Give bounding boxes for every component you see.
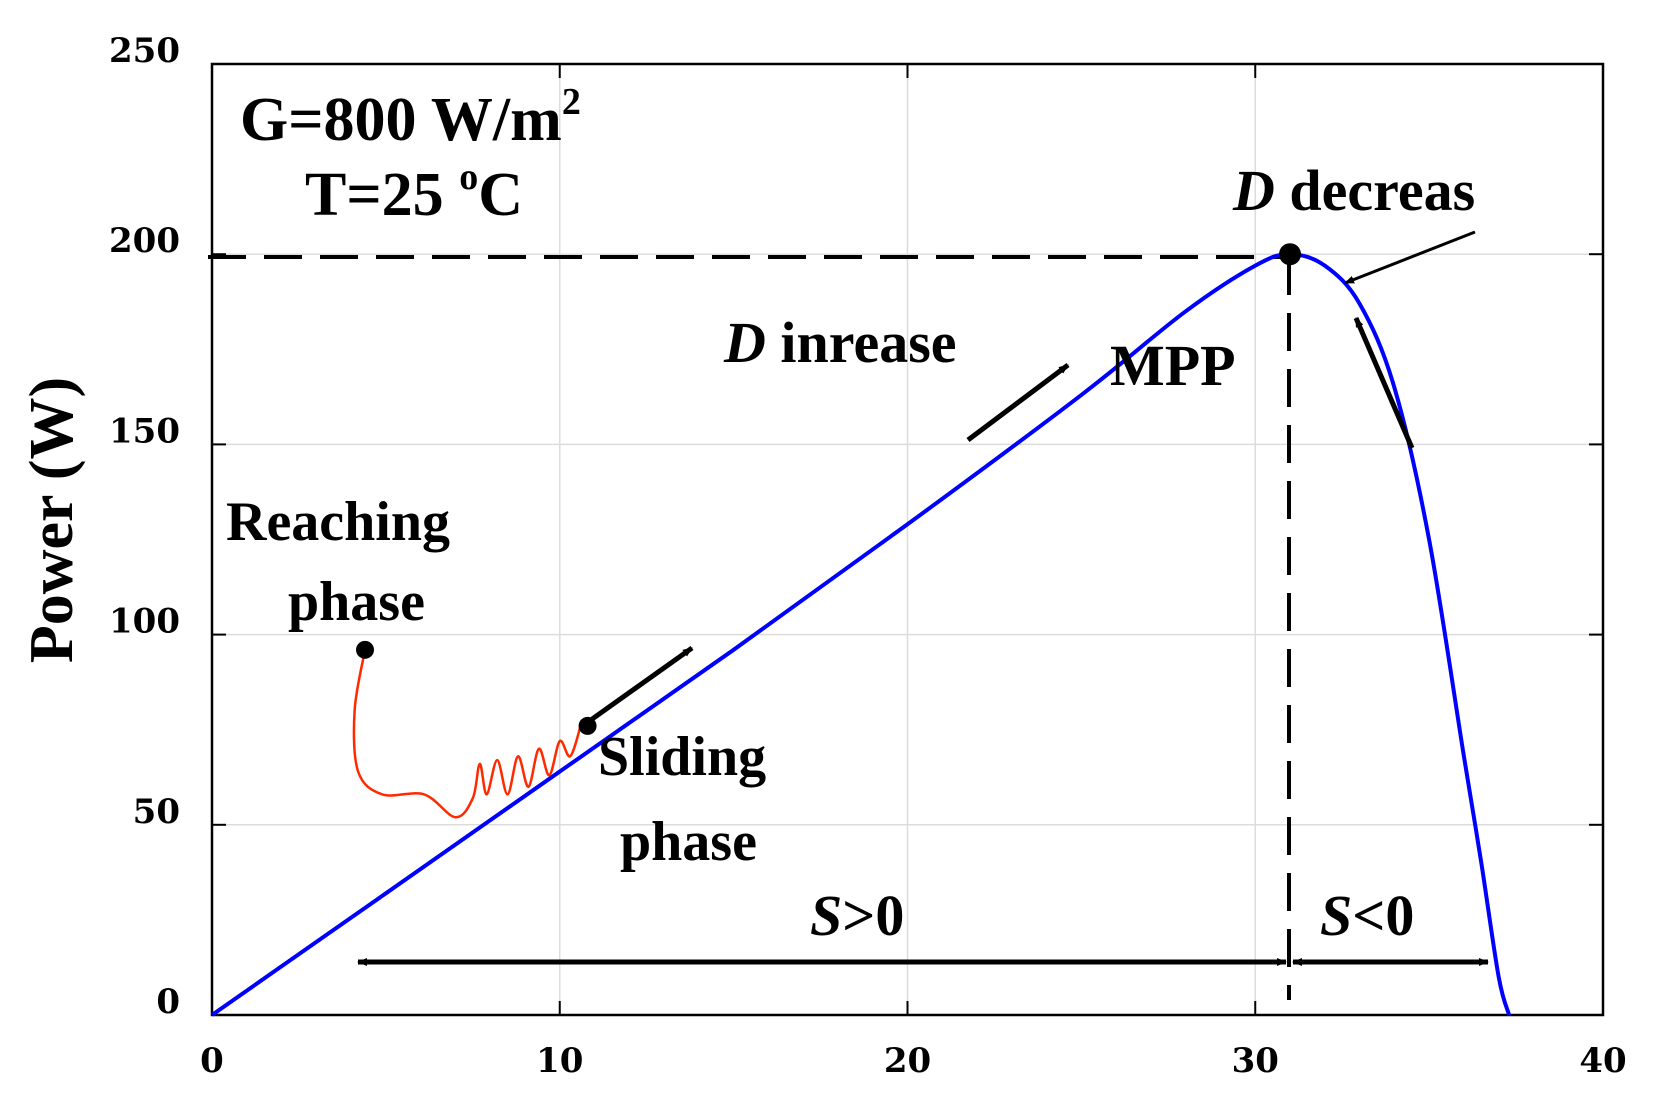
reaching-start-point bbox=[356, 640, 375, 659]
y-axis-label: Power (W) bbox=[18, 377, 86, 663]
d-decrease-annotation: D decreas bbox=[1232, 158, 1475, 223]
sliding-direction-arrow bbox=[586, 645, 694, 725]
s-negative-label: S<0 bbox=[1320, 883, 1414, 948]
s-positive-label: S>0 bbox=[810, 883, 904, 948]
y-tick-labels: 0 50 100 150 200 250 bbox=[109, 31, 180, 1022]
y-tick-label: 200 bbox=[109, 221, 180, 261]
sliding-phase-label-line2: phase bbox=[620, 811, 757, 873]
y-tick-label: 0 bbox=[156, 982, 180, 1022]
x-tick-label: 20 bbox=[884, 1041, 931, 1081]
reaching-phase-label-line1: Reaching bbox=[226, 491, 450, 553]
plot-frame bbox=[210, 62, 1605, 1017]
d-increase-annotation: D inrease bbox=[723, 310, 957, 375]
temperature-annotation: T=25 oC bbox=[305, 156, 523, 229]
x-tick-label: 40 bbox=[1579, 1041, 1626, 1081]
y-tick-label: 50 bbox=[133, 792, 180, 832]
mpp-point bbox=[1279, 243, 1302, 266]
y-tick-label: 250 bbox=[109, 31, 180, 71]
sliding-start-point bbox=[578, 716, 597, 735]
irradiance-annotation: G=800 W/m2 bbox=[240, 81, 581, 154]
mpp-label: MPP bbox=[1110, 333, 1236, 398]
reaching-phase-label-line2: phase bbox=[288, 571, 425, 633]
sliding-phase-label-line1: Sliding bbox=[598, 726, 766, 788]
d-increase-arrow bbox=[966, 363, 1070, 442]
pv-curve-line bbox=[210, 252, 1512, 1017]
reaching-phase-trajectory bbox=[352, 649, 582, 819]
d-decrease-pointer-arrow bbox=[1344, 230, 1476, 285]
y-tick-label: 150 bbox=[109, 411, 180, 451]
x-tick-label: 10 bbox=[536, 1041, 583, 1081]
y-tick-label: 100 bbox=[109, 602, 180, 642]
x-tick-label: 30 bbox=[1232, 1041, 1279, 1081]
d-decrease-slope-arrow bbox=[1353, 317, 1415, 449]
x-tick-labels: 0 10 20 30 40 bbox=[200, 1041, 1627, 1081]
x-tick-label: 0 bbox=[200, 1041, 224, 1081]
